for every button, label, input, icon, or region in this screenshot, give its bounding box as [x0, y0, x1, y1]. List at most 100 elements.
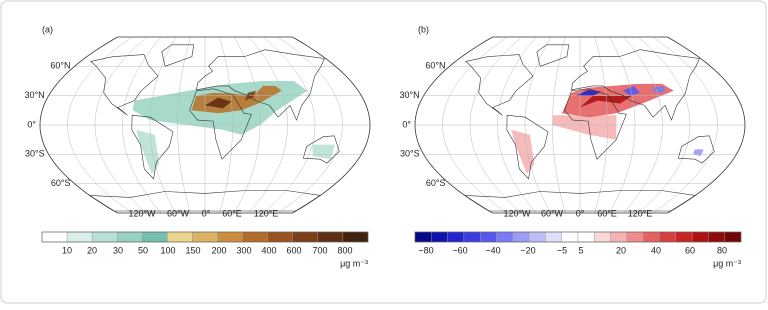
- colorbar-swatch: [610, 231, 628, 243]
- colorbar-swatch: [117, 231, 143, 243]
- colorbar-tick-label: 80: [717, 245, 727, 255]
- colorbar-unit: μg m⁻³: [340, 258, 368, 268]
- colorbar-swatch: [594, 231, 611, 243]
- field: [580, 95, 633, 108]
- colorbar-swatch: [561, 231, 579, 243]
- colorbar-swatch: [659, 231, 676, 243]
- colorbar-swatch: [447, 231, 465, 243]
- colorbar-border: [41, 231, 369, 243]
- field: [511, 129, 535, 174]
- coastline: [463, 190, 697, 212]
- colorbar-border: [414, 231, 742, 243]
- lat-label: 30°N: [25, 90, 45, 100]
- field: [651, 85, 666, 93]
- colorbar-tick-label: 100: [160, 245, 175, 255]
- lat-label: 60°N: [425, 61, 445, 71]
- colorbar-swatch: [217, 231, 243, 243]
- colorbar-tick-label: 200: [211, 245, 226, 255]
- colorbar-swatch: [292, 231, 319, 243]
- colorbar-swatch: [41, 231, 68, 243]
- colorbar-swatch: [708, 231, 725, 243]
- map-outline: [39, 36, 371, 214]
- coastline: [196, 49, 325, 121]
- colorbar-swatch: [691, 231, 709, 243]
- colorbar-swatch: [317, 231, 344, 243]
- map: [414, 36, 746, 214]
- colorbar-tick-label: 50: [138, 245, 148, 255]
- colorbar-tick-label: −5: [557, 245, 567, 255]
- lon-label: 120°E: [254, 208, 279, 218]
- field: [575, 89, 602, 96]
- colorbar-swatch: [431, 231, 448, 243]
- colorbar-tick-label: 800: [337, 245, 352, 255]
- colorbar-tick-label: 300: [236, 245, 251, 255]
- colorbar-tick-label: 30: [113, 245, 123, 255]
- coastline: [571, 49, 700, 121]
- colorbar-swatch: [142, 231, 168, 243]
- colorbar-tick-label: 20: [616, 245, 626, 255]
- colorbar-tick-label: 60: [685, 245, 695, 255]
- coastline: [302, 135, 340, 164]
- coastline: [131, 114, 174, 180]
- lat-label: 30°S: [25, 149, 45, 159]
- colorbar-swatch: [512, 231, 530, 243]
- colorbar-tick-label: 5: [578, 245, 583, 255]
- colorbar-swatch: [91, 231, 118, 243]
- colorbar-unit: μg m⁻³: [713, 258, 741, 268]
- field: [312, 144, 335, 160]
- coastline: [506, 114, 549, 180]
- lat-label: 0°: [402, 119, 411, 129]
- colorbar-swatch: [414, 231, 432, 243]
- lon-label: 120°W: [503, 208, 531, 218]
- colorbar-swatch: [626, 231, 644, 243]
- lon-label: 0°: [202, 208, 211, 218]
- colorbar-tick-label: −20: [520, 245, 535, 255]
- colorbar-swatch: [643, 231, 660, 243]
- colorbar-tick-label: 150: [185, 245, 200, 255]
- colorbar-tick-label: −60: [452, 245, 467, 255]
- colorbar-swatch: [192, 231, 218, 243]
- map-outline: [414, 36, 746, 214]
- field: [136, 129, 160, 174]
- lat-label: 60°N: [50, 61, 70, 71]
- field: [552, 115, 617, 140]
- panel-label: (b): [418, 24, 429, 34]
- map: [39, 36, 371, 214]
- lat-label: 30°S: [400, 149, 420, 159]
- colorbar-swatch: [242, 231, 268, 243]
- coastline: [189, 88, 252, 160]
- coastline: [161, 44, 195, 67]
- colorbar-swatch: [577, 231, 595, 243]
- colorbar-swatch: [545, 231, 562, 243]
- colorbar-swatch: [528, 231, 546, 243]
- colorbar-swatch: [342, 231, 369, 243]
- lon-label: 60°W: [167, 208, 190, 218]
- colorbar-tick-label: −80: [418, 245, 433, 255]
- coastline: [88, 190, 322, 212]
- lon-label: 120°W: [128, 208, 156, 218]
- lon-label: 0°: [576, 208, 585, 218]
- colorbar-swatch: [675, 231, 693, 243]
- colorbar-tick-label: 10: [62, 245, 72, 255]
- colorbar-tick-label: 40: [651, 245, 661, 255]
- colorbar-tick-label: 400: [261, 245, 276, 255]
- colorbar-swatch: [463, 231, 481, 243]
- lat-label: 60°S: [426, 178, 446, 188]
- colorbar-tick-label: 700: [312, 245, 327, 255]
- lat-label: 60°S: [51, 178, 71, 188]
- lat-label: 30°N: [400, 90, 420, 100]
- colorbar-swatch: [480, 231, 497, 243]
- colorbar-tick-label: −40: [485, 245, 500, 255]
- colorbar-swatch: [167, 231, 193, 243]
- coastline: [465, 54, 534, 116]
- coastline: [90, 54, 159, 116]
- coastline: [564, 88, 627, 160]
- panel-label: (a): [42, 24, 53, 34]
- lon-label: 60°E: [222, 208, 242, 218]
- field: [205, 97, 232, 109]
- colorbar-swatch: [724, 231, 742, 243]
- lon-label: 120°E: [628, 208, 653, 218]
- colorbar-swatch: [267, 231, 293, 243]
- lon-label: 60°W: [541, 208, 564, 218]
